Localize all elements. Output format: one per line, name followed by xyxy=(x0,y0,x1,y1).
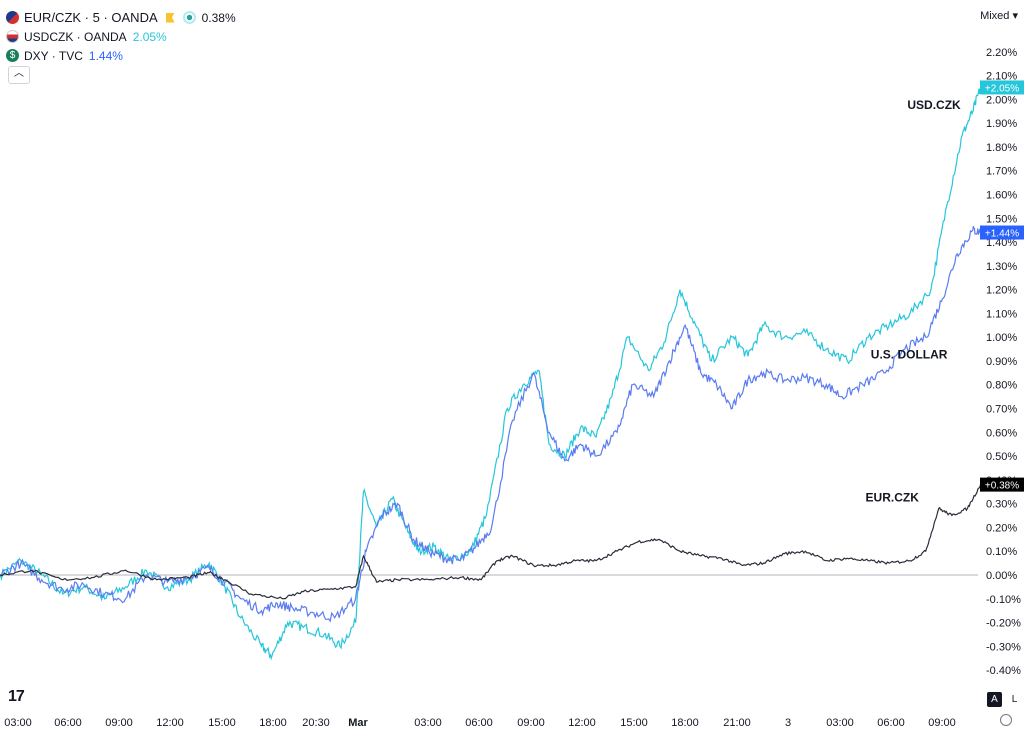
y-tick-label: 0.90% xyxy=(986,356,1017,368)
x-tick-label: 03:00 xyxy=(826,717,854,729)
x-tick-label: 12:00 xyxy=(568,717,596,729)
series-annotation: U.S. DOLLAR xyxy=(871,348,948,362)
x-tick-label: 15:00 xyxy=(208,717,236,729)
log-scale-button[interactable]: L xyxy=(1011,694,1018,705)
y-tick-label: 1.20% xyxy=(986,285,1017,297)
y-tick-label: 0.60% xyxy=(986,427,1017,439)
y-tick-label: 2.00% xyxy=(986,94,1017,106)
x-tick-label: 20:30 xyxy=(302,717,330,729)
x-axis: 03:00 06:00 09:00 12:00 15:00 18:00 20:30 Mar 03… xyxy=(4,717,956,729)
last-value-tag xyxy=(980,80,1024,95)
series-annotation: USD.CZK xyxy=(907,98,961,112)
y-tick-label: 1.70% xyxy=(986,166,1017,178)
usd-czk-flag-icon xyxy=(6,30,19,43)
y-tick-label: 1.50% xyxy=(986,213,1017,225)
legend-compare-value: 1.44% xyxy=(88,48,123,63)
legend-compare-dxy[interactable]: $ DXY · TVC 1.44% xyxy=(6,46,236,65)
x-tick-label: 18:00 xyxy=(259,717,287,729)
y-tick-label: 0.00% xyxy=(986,570,1017,582)
last-value-tag-text: +2.05% xyxy=(985,83,1019,94)
y-tick-label: -0.20% xyxy=(986,618,1021,630)
y-tick-label: -0.10% xyxy=(986,594,1021,606)
x-tick-label: 15:00 xyxy=(620,717,648,729)
legend-compare-symbol: DXY · TVC xyxy=(24,48,83,63)
x-tick-label: 12:00 xyxy=(156,717,184,729)
y-tick-label: 1.90% xyxy=(986,118,1017,130)
x-tick-label: 06:00 xyxy=(877,717,905,729)
y-tick-label: 1.60% xyxy=(986,189,1017,201)
y-tick-label: 1.10% xyxy=(986,308,1017,320)
series-line-u-s-dollar[interactable] xyxy=(0,226,982,623)
dollar-icon: $ xyxy=(6,49,19,62)
scale-mode-dropdown[interactable]: Mixed ▾ xyxy=(980,10,1018,22)
bookmark-flag-icon[interactable] xyxy=(165,12,175,23)
x-tick-label: 18:00 xyxy=(671,717,699,729)
last-value-tag xyxy=(980,477,1024,492)
y-tick-label: 0.70% xyxy=(986,404,1017,416)
y-tick-label: 0.20% xyxy=(986,522,1017,534)
y-tick-label: 1.40% xyxy=(986,237,1017,249)
x-tick-label: 09:00 xyxy=(105,717,133,729)
y-tick-label: -0.40% xyxy=(986,665,1021,677)
market-status-icon[interactable] xyxy=(182,11,196,24)
legend-main-symbol: EUR/CZK · 5 · OANDA xyxy=(24,10,158,25)
legend-collapse-button[interactable]: ︿ xyxy=(8,66,30,84)
series-annotation: EUR.CZK xyxy=(866,490,920,504)
chevron-up-icon: ︿ xyxy=(14,68,24,79)
legend-compare-usdczk[interactable]: USDCZK · OANDA 2.05% xyxy=(6,27,236,46)
legend-main-series[interactable]: EUR/CZK · 5 · OANDA 0.38% xyxy=(6,8,236,27)
series-annotations: USD.CZK U.S. DOLLAR EUR.CZK xyxy=(866,98,962,504)
x-tick-label: 03:00 xyxy=(4,717,32,729)
gear-icon[interactable] xyxy=(1000,714,1012,726)
legend-main-value: 0.38% xyxy=(201,10,236,25)
last-value-tag-text: +1.44% xyxy=(985,229,1019,240)
y-tick-label: 0.10% xyxy=(986,546,1017,558)
series-line-eur-czk[interactable] xyxy=(0,484,982,600)
y-tick-label: 0.80% xyxy=(986,380,1017,392)
x-tick-label: 09:00 xyxy=(928,717,956,729)
x-tick-label: 21:00 xyxy=(723,717,751,729)
x-tick-label: 06:00 xyxy=(54,717,82,729)
x-tick-label: 09:00 xyxy=(517,717,545,729)
last-value-tag-text: +0.38% xyxy=(985,481,1019,492)
legend-compare-value: 2.05% xyxy=(132,29,167,44)
eur-czk-flag-icon xyxy=(6,11,19,24)
y-tick-label: 0.50% xyxy=(986,451,1017,463)
y-axis: 2.20% 2.10% 2.00% 1.90% 1.80% 1.70% 1.60% 1.50%… xyxy=(986,47,1021,677)
y-tick-label: 2.10% xyxy=(986,71,1017,83)
auto-scale-button[interactable]: A xyxy=(987,692,1002,707)
last-value-tag xyxy=(980,225,1024,240)
y-tick-label: 1.80% xyxy=(986,142,1017,154)
chart-legend: EUR/CZK · 5 · OANDA 0.38% USDCZK · OANDA… xyxy=(6,8,236,65)
plot-area xyxy=(0,87,982,661)
x-tick-label: 06:00 xyxy=(465,717,493,729)
y-tick-label: 2.20% xyxy=(986,47,1017,59)
legend-compare-symbol: USDCZK · OANDA xyxy=(24,29,127,44)
last-value-tags: +2.05% +1.44% +0.38% xyxy=(980,80,1024,492)
series-line-usd-czk[interactable] xyxy=(0,87,982,661)
y-tick-label: -0.30% xyxy=(986,641,1021,653)
x-tick-label: Mar xyxy=(348,717,368,729)
y-tick-label: 0.30% xyxy=(986,499,1017,511)
x-tick-label: 3 xyxy=(785,717,791,729)
x-tick-label: 03:00 xyxy=(414,717,442,729)
y-tick-label: 1.30% xyxy=(986,261,1017,273)
tradingview-logo: 17 xyxy=(8,688,25,705)
y-tick-label: 1.00% xyxy=(986,332,1017,344)
